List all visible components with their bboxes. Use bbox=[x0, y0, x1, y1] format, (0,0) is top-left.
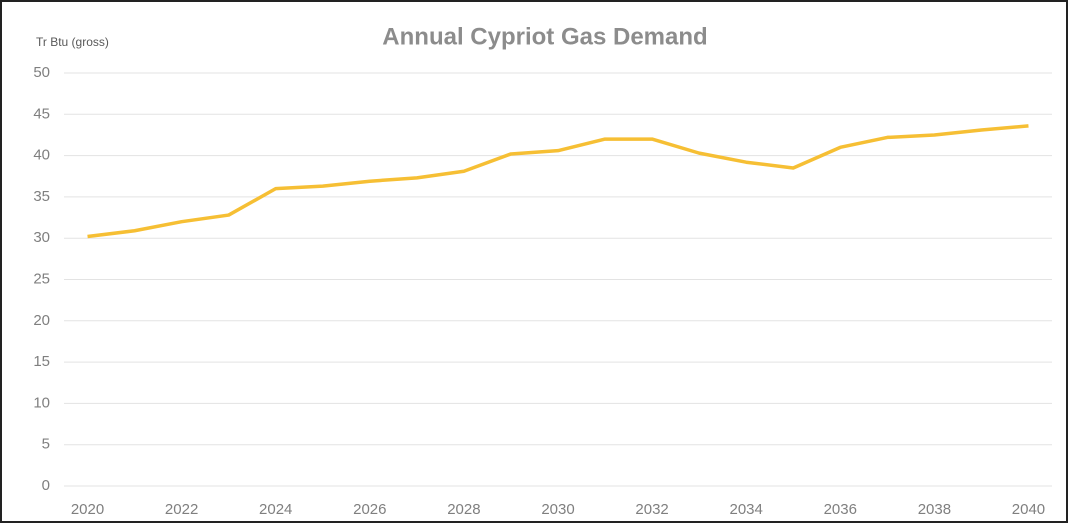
x-tick-label: 2028 bbox=[447, 501, 480, 518]
x-tick-label: 2024 bbox=[259, 501, 292, 518]
y-tick-label: 30 bbox=[33, 229, 50, 246]
y-tick-label: 35 bbox=[33, 188, 50, 205]
chart-title: Annual Cypriot Gas Demand bbox=[382, 23, 707, 50]
y-tick-label: 0 bbox=[42, 477, 50, 494]
y-tick-label: 50 bbox=[33, 64, 50, 81]
plot bbox=[87, 124, 1029, 239]
data-line bbox=[87, 124, 1029, 239]
x-tick-label: 2022 bbox=[165, 501, 198, 518]
y-tick-label: 15 bbox=[33, 353, 50, 370]
x-tick-label: 2034 bbox=[730, 501, 763, 518]
y-tick-label: 10 bbox=[33, 394, 50, 411]
x-tick-label: 2020 bbox=[71, 501, 104, 518]
grid bbox=[64, 72, 1052, 487]
y-tick-label: 5 bbox=[42, 436, 50, 453]
x-tick-label: 2038 bbox=[918, 501, 951, 518]
x-tick-label: 2032 bbox=[635, 501, 668, 518]
x-tick-label: 2036 bbox=[824, 501, 857, 518]
y-axis-label: Tr Btu (gross) bbox=[36, 35, 109, 49]
y-tick-label: 45 bbox=[33, 105, 50, 122]
x-tick-label: 2026 bbox=[353, 501, 386, 518]
x-tick-label: 2030 bbox=[541, 501, 574, 518]
y-tick-label: 25 bbox=[33, 270, 50, 287]
y-tick-label: 40 bbox=[33, 147, 50, 164]
y-tick-label: 20 bbox=[33, 312, 50, 329]
x-tick-label: 2040 bbox=[1012, 501, 1045, 518]
